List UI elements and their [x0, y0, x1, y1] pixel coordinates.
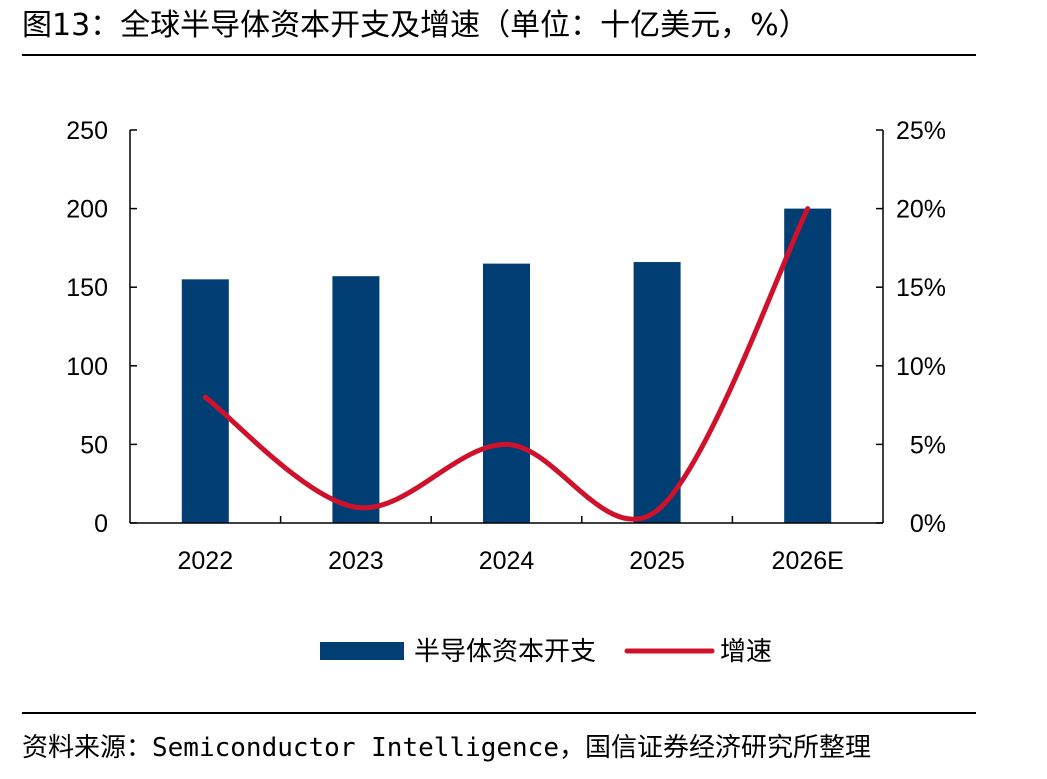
right-tick-label: 5%: [910, 431, 946, 459]
legend-label-growth: 增速: [720, 637, 772, 667]
left-tick-label: 0: [94, 510, 108, 538]
left-tick-label: 200: [66, 196, 108, 224]
bar-2026E: [784, 208, 832, 523]
x-tick-label: 2026E: [772, 547, 844, 575]
x-tick-label: 2022: [177, 547, 233, 575]
right-tick-label: 0%: [910, 510, 946, 538]
x-tick-label: 2023: [328, 547, 384, 575]
left-tick-label: 50: [80, 431, 108, 459]
legend-swatch-capex: [320, 642, 404, 660]
source-note: 资料来源：Semiconductor Intelligence，国信证券经济研究…: [22, 733, 871, 763]
growth-line: [202, 206, 811, 522]
right-tick-label: 25%: [896, 117, 946, 145]
legend-label-capex: 半导体资本开支: [414, 637, 596, 667]
x-tick-label: 2025: [629, 547, 685, 575]
bar-2025: [633, 262, 681, 523]
x-tick-label: 2024: [479, 547, 535, 575]
right-tick-label: 10%: [896, 353, 946, 381]
bar-2023: [332, 276, 380, 523]
left-tick-label: 150: [66, 274, 108, 302]
source-rule: [22, 712, 976, 714]
bar-2024: [483, 263, 530, 523]
left-tick-label: 250: [66, 117, 108, 145]
right-tick-label: 20%: [896, 196, 946, 224]
title-rule: [22, 54, 976, 56]
bar-2022: [181, 279, 229, 523]
figure-title: 图13：全球半导体资本开支及增速（单位：十亿美元，%）: [22, 8, 809, 43]
left-tick-label: 100: [66, 353, 108, 381]
right-tick-label: 15%: [896, 274, 946, 302]
combo-chart: 0 50 100 150 200 250 0% 5% 10% 15% 20% 25% 2022 2023 2…: [66, 117, 946, 667]
